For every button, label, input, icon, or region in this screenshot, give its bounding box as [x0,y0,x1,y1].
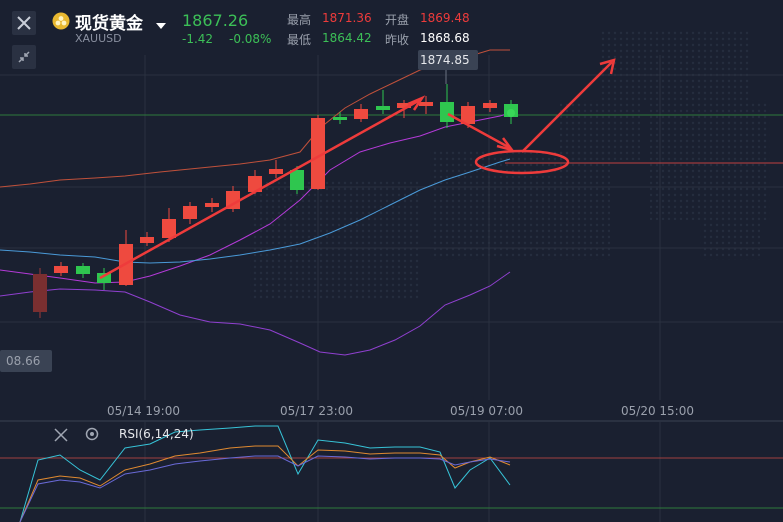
candle [290,166,304,194]
low-value: 1864.42 [322,31,372,45]
current-price-marker [507,109,515,117]
instrument-symbol: XAUUSD [75,32,122,45]
x-axis-label: 05/14 19:00 [107,404,180,418]
shrink-icon [18,51,30,63]
rsi-24-line [19,455,511,522]
lower-band-line [0,271,511,356]
candle [76,263,90,278]
candle [269,160,283,178]
prev-close-label: 昨收 [385,33,410,47]
gold-coin-icon [52,12,70,30]
candle [483,100,497,112]
annotation-drawings [99,58,616,280]
open-value: 1869.48 [420,11,470,25]
trend-arrow-head [407,95,426,111]
close-button[interactable] [12,11,36,35]
peak-price-tag: 1874.85 [420,53,470,67]
candle [97,268,111,290]
moving-average-line [0,158,511,264]
peak-price-tag-bg [418,50,478,70]
down-arrow-line [447,112,511,150]
rsi-14-line [19,445,511,522]
price-change-percent: -0.08% [229,32,272,46]
prev-close-value: 1868.68 [420,31,470,45]
price-change: -1.42 [182,32,214,46]
close-icon [17,16,31,30]
rsi-label: RSI(6,14,24) [119,427,194,441]
candle [162,208,176,242]
open-label: 开盘 [385,13,410,27]
target-ellipse [474,149,570,175]
high-label: 最高 [287,13,312,27]
shrink-button[interactable] [12,45,36,69]
caret-down-icon[interactable] [156,15,166,34]
candle [376,90,390,114]
candle [311,115,325,190]
gear-icon [85,427,99,441]
high-value: 1871.36 [322,11,372,25]
low-label: 最低 [287,33,312,47]
x-axis-label: 05/17 23:00 [280,404,353,418]
candles [33,84,518,318]
close-icon [54,428,68,442]
candle [54,262,68,276]
candle [183,202,197,224]
instrument-title[interactable]: 现货黄金 [75,14,143,34]
left-price-tag: 08.66 [6,354,41,368]
candle [354,104,368,122]
indicator-settings-button[interactable] [84,426,100,446]
candle [419,96,433,114]
candle [205,198,219,212]
candle [440,84,454,128]
candle [248,170,262,194]
candle [333,112,347,124]
rsi-6-line [19,425,511,522]
x-axis-label: 05/19 07:00 [450,404,523,418]
close-indicator-button[interactable] [54,427,68,446]
candle [140,232,154,246]
up-arrow-head [599,58,616,75]
left-price-tag-bg [0,350,52,372]
candle [33,268,47,318]
mid-band-line [0,112,511,284]
candle [226,186,240,212]
up-arrow-line [521,61,613,153]
world-map-background [250,30,770,300]
x-axis-label: 05/20 15:00 [621,404,694,418]
candle [119,230,133,286]
trend-arrow-line [99,98,421,280]
current-price: 1867.26 [182,11,249,30]
